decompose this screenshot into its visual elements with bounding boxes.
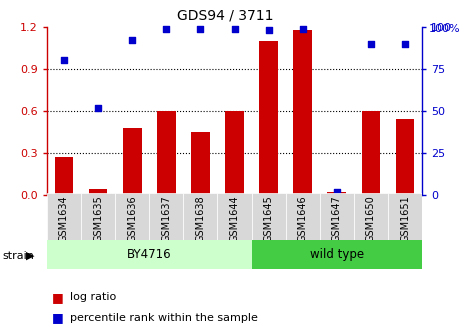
Bar	[149, 193, 183, 240]
Bar	[157, 111, 176, 195]
Text: GSM1651: GSM1651	[400, 196, 410, 242]
Text: strain: strain	[2, 251, 34, 261]
Point	[265, 28, 272, 33]
Point	[231, 26, 238, 31]
Point	[367, 41, 375, 46]
Text: ▶: ▶	[26, 251, 34, 261]
Point	[94, 105, 102, 110]
Point	[299, 26, 306, 31]
Text: ■: ■	[52, 311, 63, 324]
Point	[401, 41, 409, 46]
Text: ■: ■	[52, 291, 63, 304]
Bar	[115, 193, 149, 240]
Text: GSM1637: GSM1637	[161, 196, 171, 242]
Bar	[47, 240, 251, 269]
Bar	[225, 111, 244, 195]
Point	[333, 189, 340, 194]
Bar	[286, 193, 320, 240]
Text: GSM1634: GSM1634	[59, 196, 69, 242]
Text: percentile rank within the sample: percentile rank within the sample	[70, 312, 258, 323]
Text: GSM1645: GSM1645	[264, 196, 273, 242]
Bar	[89, 189, 107, 195]
Bar	[251, 193, 286, 240]
Point	[197, 26, 204, 31]
Bar	[259, 41, 278, 195]
Text: wild type: wild type	[310, 248, 364, 261]
Text: GSM1638: GSM1638	[196, 196, 205, 242]
Text: GSM1644: GSM1644	[229, 196, 240, 242]
Text: 100%: 100%	[429, 24, 461, 34]
Bar	[123, 128, 142, 195]
Bar	[293, 30, 312, 195]
Text: GSM1647: GSM1647	[332, 196, 342, 242]
Text: log ratio: log ratio	[70, 292, 117, 302]
Text: GSM1636: GSM1636	[127, 196, 137, 242]
Text: BY4716: BY4716	[127, 248, 172, 261]
Bar	[81, 193, 115, 240]
Text: GSM1646: GSM1646	[298, 196, 308, 242]
Bar	[327, 192, 346, 195]
Bar	[320, 193, 354, 240]
Bar	[47, 193, 81, 240]
Point	[60, 58, 68, 63]
Point	[129, 38, 136, 43]
Bar	[354, 193, 388, 240]
Bar	[54, 157, 73, 195]
Bar	[183, 193, 218, 240]
Bar	[362, 111, 380, 195]
Text: GSM1650: GSM1650	[366, 196, 376, 242]
Point	[163, 26, 170, 31]
Bar	[251, 240, 422, 269]
Bar	[396, 119, 415, 195]
Text: GDS94 / 3711: GDS94 / 3711	[177, 8, 273, 23]
Text: GSM1635: GSM1635	[93, 196, 103, 242]
Bar	[191, 132, 210, 195]
Bar	[218, 193, 251, 240]
Bar	[388, 193, 422, 240]
